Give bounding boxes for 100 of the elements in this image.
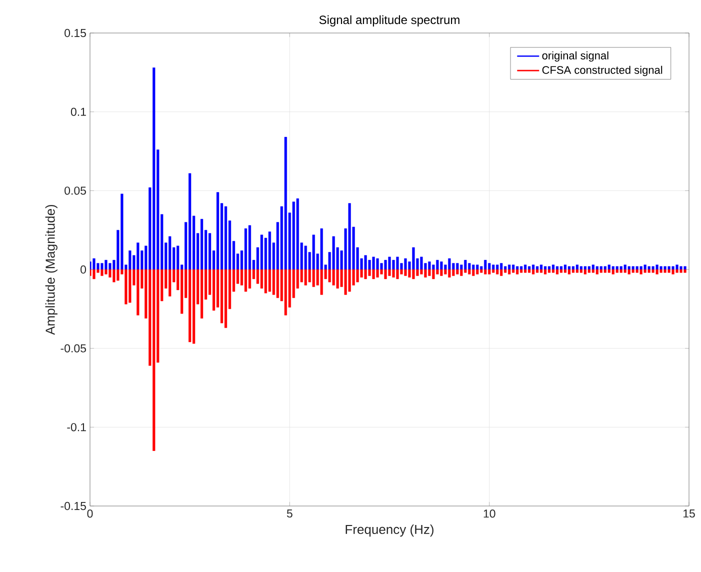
bar — [512, 269, 515, 273]
bar — [528, 266, 531, 270]
bar — [624, 269, 626, 273]
bar — [512, 264, 515, 270]
bar — [116, 269, 120, 281]
bar — [224, 206, 228, 270]
bar — [436, 260, 439, 270]
bar — [428, 269, 431, 276]
bar — [120, 194, 124, 270]
bar — [652, 266, 654, 270]
bar — [112, 269, 116, 282]
bar — [596, 266, 598, 270]
bar — [168, 269, 172, 296]
bar — [660, 266, 662, 270]
y-axis-title: Amplitude (Magnitude) — [45, 204, 58, 335]
bar — [620, 266, 622, 270]
bar — [552, 264, 555, 270]
bar — [568, 266, 571, 270]
bar — [608, 264, 610, 270]
bar — [664, 269, 666, 273]
bar — [92, 258, 96, 270]
bar — [592, 264, 594, 270]
bar — [384, 269, 387, 280]
bar — [600, 266, 602, 270]
bar — [636, 266, 638, 270]
bar — [248, 269, 252, 289]
bar — [468, 263, 471, 270]
bar — [452, 269, 455, 276]
bar — [124, 269, 128, 304]
bar — [504, 269, 507, 273]
bar — [328, 269, 331, 282]
bar — [108, 263, 112, 270]
bar — [208, 233, 212, 270]
bar — [412, 247, 415, 270]
bar — [500, 263, 503, 270]
bar — [372, 269, 375, 280]
bar — [572, 266, 574, 270]
bar — [348, 269, 351, 292]
bar — [680, 269, 682, 273]
bar — [408, 269, 411, 278]
bar — [660, 269, 662, 273]
bar — [676, 269, 678, 273]
y-tick-label: 0.15 — [64, 28, 86, 38]
bar — [128, 250, 132, 270]
bar — [464, 260, 467, 270]
bar — [528, 269, 531, 273]
bar — [456, 269, 459, 274]
bar — [564, 264, 567, 270]
bar — [456, 263, 459, 270]
bar — [152, 269, 156, 451]
bar — [312, 269, 315, 287]
bar — [496, 269, 499, 274]
bar — [104, 260, 108, 270]
bar — [424, 269, 427, 278]
bar — [532, 269, 535, 274]
bar — [420, 269, 423, 274]
bar — [488, 263, 491, 270]
bar — [576, 264, 578, 270]
bar — [460, 269, 463, 276]
bar — [492, 269, 495, 273]
bar — [628, 269, 630, 274]
bar — [604, 269, 606, 273]
bar — [652, 269, 654, 273]
bar — [272, 269, 275, 295]
bar — [312, 234, 315, 270]
bar — [668, 269, 670, 273]
bar — [640, 266, 642, 270]
y-tick-label: 0.1 — [70, 108, 86, 116]
bar — [440, 269, 443, 276]
bar — [304, 269, 307, 286]
x-tick-label: 0 — [87, 510, 93, 518]
bar — [580, 269, 582, 273]
bar — [480, 269, 483, 273]
bar — [100, 269, 104, 276]
bar — [320, 269, 323, 295]
bar — [392, 260, 395, 270]
bar — [104, 269, 108, 274]
bar — [588, 269, 590, 273]
bar — [632, 266, 634, 270]
bar — [556, 269, 559, 274]
x-tick-label: 15 — [683, 510, 695, 518]
bar — [600, 269, 602, 273]
bar — [584, 266, 586, 270]
bar — [344, 269, 347, 295]
bar — [612, 269, 614, 274]
bar — [368, 269, 371, 276]
y-tick-label: 0.05 — [64, 186, 86, 195]
y-tick-label: -0.15 — [60, 502, 86, 510]
bar — [200, 269, 204, 318]
bar — [524, 269, 527, 273]
bar — [596, 269, 598, 274]
legend-label: CFSA constructed signal — [542, 66, 662, 76]
bar — [136, 269, 140, 316]
bar — [532, 264, 535, 270]
bar — [304, 246, 307, 270]
bar — [92, 269, 96, 280]
bar — [244, 269, 248, 292]
bar — [668, 266, 670, 270]
bar — [472, 264, 475, 270]
bar — [216, 192, 220, 270]
